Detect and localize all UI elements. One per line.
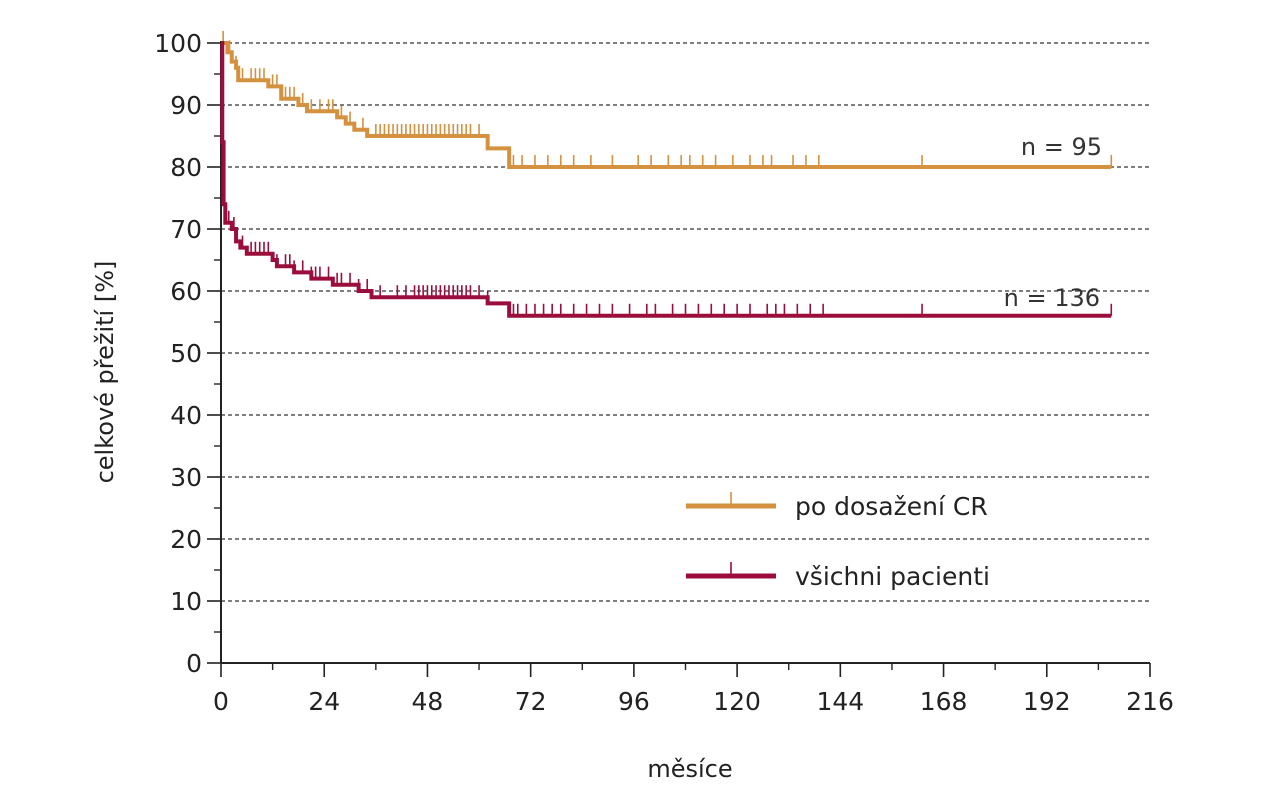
y-tick-label-100: 100: [154, 29, 202, 58]
x-axis-title: měsíce: [647, 755, 732, 783]
annotation-n-all: n = 136: [1004, 284, 1100, 312]
x-tick-label-24: 24: [308, 687, 340, 716]
y-tick-label-50: 50: [170, 339, 202, 368]
axis-ticks: 0 10 20 30 40 50 60 70 80 90 100 0 24 48 72 96 120 144 168…: [154, 29, 1174, 716]
y-tick-label-40: 40: [170, 401, 202, 430]
x-tick-label-144: 144: [816, 687, 864, 716]
series-line-1: [220, 41, 1112, 318]
y-tick-label-30: 30: [170, 463, 202, 492]
y-tick-label-60: 60: [170, 277, 202, 306]
y-tick-label-20: 20: [170, 525, 202, 554]
y-tick-label-0: 0: [186, 649, 202, 678]
x-tick-label-96: 96: [618, 687, 650, 716]
x-tick-label-192: 192: [1023, 687, 1071, 716]
x-tick-label-168: 168: [920, 687, 968, 716]
annotation-n-cr: n = 95: [1021, 133, 1102, 161]
y-axis-title: celkové přežití [%]: [91, 261, 119, 484]
series-1: [220, 41, 1113, 318]
legend-label-all: všichni pacienti: [795, 562, 990, 591]
x-tick-label-120: 120: [713, 687, 761, 716]
x-tick-label-48: 48: [412, 687, 444, 716]
legend-label-cr: po dosažení CR: [795, 492, 988, 521]
y-tick-label-90: 90: [170, 91, 202, 120]
x-tick-label-0: 0: [213, 687, 229, 716]
series-0: [221, 31, 1113, 169]
y-tick-label-80: 80: [170, 153, 202, 182]
x-tick-label-72: 72: [515, 687, 547, 716]
y-tick-label-70: 70: [170, 215, 202, 244]
axes: [220, 41, 1150, 664]
x-tick-label-216: 216: [1126, 687, 1174, 716]
grid-lines: [221, 42, 1150, 602]
y-tick-label-10: 10: [170, 587, 202, 616]
legend: po dosažení CR všichni pacienti: [686, 492, 990, 591]
series-lines: [220, 31, 1113, 318]
